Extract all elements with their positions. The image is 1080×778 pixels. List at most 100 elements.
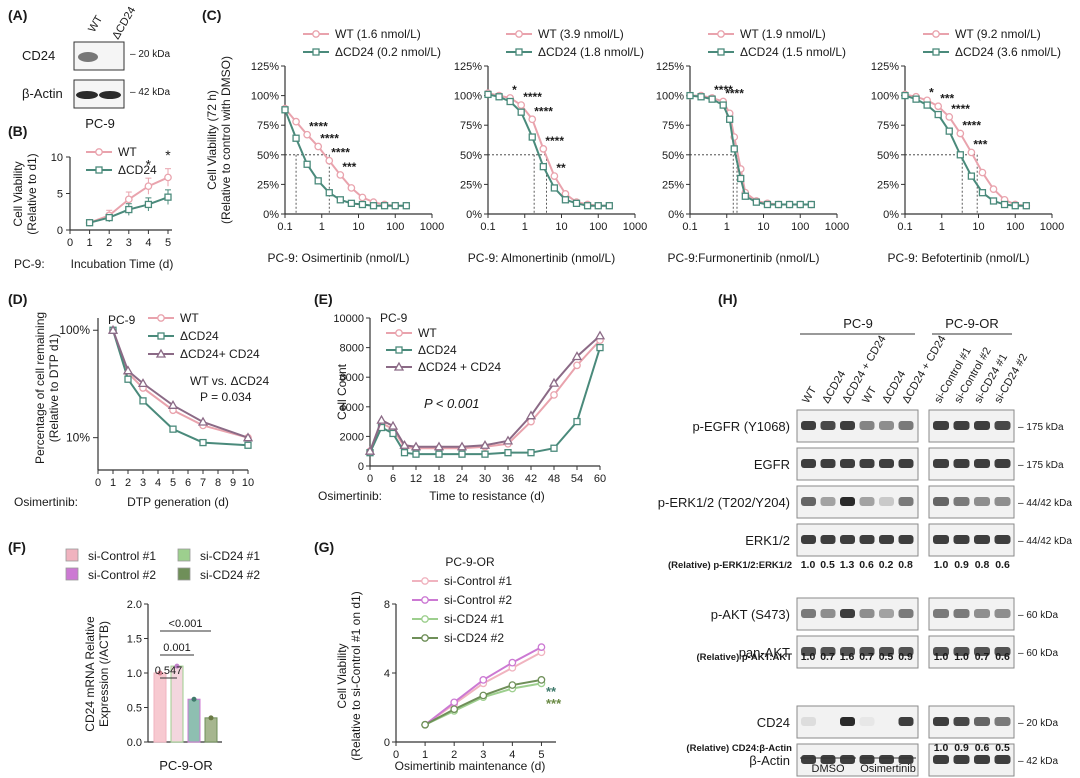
- x-tick-label: 30: [479, 473, 491, 485]
- treatment-label: Osimertinib: [860, 763, 916, 775]
- blot-band: [879, 459, 894, 468]
- data-point-d-2: [167, 400, 179, 409]
- y-tick-label: 25%: [662, 179, 684, 191]
- data-point-c-dcd24: [484, 90, 492, 99]
- blot-band: [933, 497, 949, 506]
- x-tick-label: 100: [791, 221, 809, 233]
- y-tick-label: 5: [57, 189, 63, 201]
- x-axis-label: PC-9: Befotertinib (nmol/L): [887, 251, 1029, 265]
- data-point-c-dcd24: [528, 133, 536, 141]
- legend-marker: [157, 314, 165, 322]
- y-axis-label: (Relative to control with DMSO): [219, 56, 233, 224]
- blot-band: [994, 459, 1011, 468]
- legend-swatch: [65, 548, 79, 562]
- sig-marker: ****: [545, 134, 564, 148]
- x-axis-prefix: Osimertinib:: [318, 489, 382, 503]
- data-point-e-0: [550, 391, 558, 399]
- blot-band: [801, 421, 816, 430]
- x-tick-label: 5: [165, 237, 171, 249]
- x-tick-label: 1000: [623, 221, 647, 233]
- data-point-g-1: [537, 643, 546, 651]
- blot-band: [898, 535, 914, 544]
- blot-row-label: CD24: [22, 48, 55, 63]
- x-tick-label: 5: [538, 749, 544, 761]
- quant-value: 0.6: [859, 559, 874, 571]
- legend-dcd24: ΔCD24 (0.2 nmol/L): [335, 45, 441, 59]
- y-tick-label: 0.5: [127, 703, 142, 715]
- x-tick-label: 1000: [1040, 221, 1064, 233]
- chart-title: PC-9-OR: [445, 555, 495, 569]
- quant-value: 0.5: [879, 651, 894, 663]
- y-tick-label: 100%: [871, 91, 899, 103]
- data-point: [208, 715, 214, 721]
- x-tick-label: 48: [548, 473, 560, 485]
- y-tick-label: 125%: [656, 61, 684, 73]
- quant-value: 0.5: [820, 559, 835, 571]
- data-point-c-dcd24: [945, 127, 953, 135]
- blot-marker: – 44/42 kDa: [1018, 498, 1072, 509]
- blot-band: [933, 717, 949, 726]
- quant-value: 1.0: [801, 651, 816, 663]
- data-point-c-dcd24: [989, 197, 998, 205]
- blot-band: [974, 647, 990, 656]
- y-tick-label: 50%: [257, 150, 279, 162]
- legend-wt: WT (1.6 nmol/L): [335, 27, 421, 41]
- y-tick-label: 8000: [340, 343, 364, 355]
- x-tick-label: 4: [145, 237, 151, 249]
- y-axis-label: (Relative to si-Control #1 on d1): [349, 591, 363, 760]
- data-point-e-1: [504, 449, 512, 457]
- sig-marker: ****: [962, 118, 981, 132]
- x-tick-label: 3: [126, 237, 132, 249]
- quant-value: 0.6: [995, 651, 1010, 663]
- blot-band: [953, 459, 970, 468]
- y-tick-label: 75%: [877, 120, 899, 132]
- blot-band: [879, 647, 894, 656]
- data-point-c-dcd24: [336, 196, 344, 204]
- blot-frame: [796, 447, 919, 481]
- data-point-c-dcd24: [325, 189, 333, 197]
- legend-marker: [155, 348, 167, 358]
- x-axis-prefix: PC-9:: [14, 257, 45, 271]
- blot-marker: – 175 kDa: [1018, 460, 1064, 471]
- quant-value: 0.7: [820, 651, 835, 663]
- sig-marker: ****: [331, 146, 350, 160]
- data-point-c-dcd24: [550, 184, 559, 192]
- y-axis-label: (Relative to d1): [25, 153, 39, 234]
- blot-band: [859, 535, 875, 544]
- data-point-g-3: [421, 720, 429, 729]
- x-tick-label: 0.1: [277, 221, 292, 233]
- legend-marker: [932, 48, 940, 56]
- quant-label: (Relative) p-AKT:AKT: [696, 652, 792, 663]
- data-point-c-dcd24: [697, 93, 705, 101]
- data-point-e-2: [364, 445, 376, 455]
- panel-label-F: (F): [8, 539, 26, 555]
- blot-marker: – 44/42 kDa: [1018, 536, 1072, 547]
- blot-marker: – 20 kDa: [1018, 718, 1058, 729]
- data-point-c-dcd24: [358, 200, 367, 209]
- blot-band: [859, 647, 875, 656]
- y-tick-label: 125%: [871, 61, 899, 73]
- x-tick-label: 1: [110, 477, 116, 489]
- blot-band: [974, 497, 990, 506]
- data-point-c-dcd24: [752, 198, 761, 206]
- blot-band: [994, 421, 1011, 430]
- blot-band: [974, 535, 990, 544]
- blot-band: [840, 609, 855, 618]
- data-point-e-1: [481, 450, 489, 458]
- quant-value: 0.6: [975, 742, 990, 754]
- data-point-c-dcd24: [292, 134, 300, 142]
- data-point-c-dcd24: [923, 101, 931, 109]
- y-tick-label: 125%: [251, 61, 279, 73]
- blot-band: [953, 535, 970, 544]
- blot-marker: – 60 kDa: [1018, 648, 1058, 659]
- chart-title: PC-9: [380, 311, 408, 325]
- blot-band: [840, 755, 855, 764]
- x-tick-label: 0.1: [480, 221, 495, 233]
- y-axis-label: (Relative to DTP d1): [47, 334, 61, 443]
- x-tick-label: 10: [555, 221, 567, 233]
- data-point-c-wt: [303, 130, 311, 139]
- legend-item: si-CD24 #1: [200, 549, 260, 563]
- y-tick-label: 2.0: [127, 599, 142, 611]
- data-point-d-2: [242, 432, 254, 442]
- legend-item: WT: [180, 311, 199, 325]
